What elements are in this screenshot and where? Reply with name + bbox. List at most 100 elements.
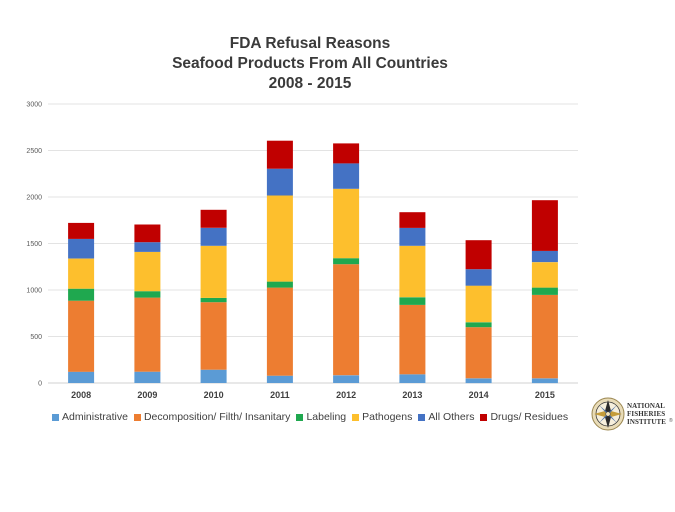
bar-segment-pathogens-2010 xyxy=(200,245,227,298)
legend-item: Drugs/ Residues xyxy=(480,411,568,423)
logo-line-fisheries: FISHERIES xyxy=(627,410,666,418)
registered-mark: ® xyxy=(669,418,673,424)
bar-segment-pathogens-2011 xyxy=(266,195,293,282)
bar-segment-all-others-2010 xyxy=(200,227,227,246)
gridlines xyxy=(48,103,578,384)
bar-segment-administrative-2010 xyxy=(200,369,227,383)
bar-segment-drugs-residues-2012 xyxy=(333,143,360,164)
bar-stack-2011 xyxy=(266,140,293,383)
bar-segment-administrative-2014 xyxy=(465,378,492,384)
bar-segment-labeling-2009 xyxy=(134,291,161,298)
compass-rose-icon xyxy=(591,397,625,431)
bar-segment-administrative-2013 xyxy=(399,374,426,383)
bar-segment-drugs-residues-2010 xyxy=(200,209,227,228)
legend-label: Administrative xyxy=(62,411,128,423)
bar-segment-administrative-2011 xyxy=(266,375,293,383)
legend-swatch xyxy=(352,413,360,421)
bar-segment-pathogens-2014 xyxy=(465,285,492,323)
y-tick-label: 1000 xyxy=(26,288,42,295)
legend-swatch xyxy=(296,413,304,421)
legend-item: All Others xyxy=(418,411,474,423)
y-tick-label: 2500 xyxy=(26,148,42,155)
bar-segment-decomposition-filth-insanitary-2012 xyxy=(333,264,360,376)
bar-segment-pathogens-2013 xyxy=(399,245,426,298)
chart-title: FDA Refusal Reasons xyxy=(229,35,391,52)
x-tick-label: 2010 xyxy=(204,390,224,400)
bar-segment-administrative-2009 xyxy=(134,371,161,383)
bar-stack-2010 xyxy=(200,209,227,383)
bar-segment-drugs-residues-2014 xyxy=(465,240,492,270)
x-tick-label: 2009 xyxy=(137,390,157,400)
x-tick-label: 2011 xyxy=(270,390,290,400)
x-tick-label: 2008 xyxy=(71,390,91,400)
bar-segment-decomposition-filth-insanitary-2014 xyxy=(465,327,492,379)
y-tick-label: 500 xyxy=(30,334,42,341)
legend-swatch xyxy=(52,413,59,421)
legend-item: Labeling xyxy=(296,411,346,423)
bar-stack-2009 xyxy=(134,224,161,383)
bar-segment-all-others-2014 xyxy=(465,269,492,286)
bar-segment-labeling-2011 xyxy=(266,281,293,288)
bar-segment-labeling-2010 xyxy=(200,297,227,303)
x-axis-ticks: 2008 2009 2010 2011 2012 2013 2014 2015 xyxy=(71,390,555,400)
bar-segment-all-others-2012 xyxy=(333,163,360,189)
x-tick-label: 2014 xyxy=(469,390,489,400)
bar-segment-all-others-2011 xyxy=(266,168,293,196)
bar-segment-drugs-residues-2009 xyxy=(134,224,161,243)
chart-subtitle: Seafood Products From All Countries xyxy=(172,55,448,72)
legend-item: Administrative xyxy=(52,411,128,423)
legend-item: Pathogens xyxy=(352,411,412,423)
legend-label: All Others xyxy=(428,411,475,423)
chart-title-block: FDA Refusal Reasons Seafood Products Fro… xyxy=(110,34,510,94)
bar-segment-decomposition-filth-insanitary-2009 xyxy=(134,297,161,372)
bar-segment-labeling-2013 xyxy=(399,297,426,305)
chart-date-range: 2008 - 2015 xyxy=(268,75,352,92)
bar-stack-2008 xyxy=(68,222,95,383)
y-tick-label: 0 xyxy=(38,381,42,388)
bar-segment-labeling-2012 xyxy=(333,258,360,265)
legend-label: Pathogens xyxy=(362,411,413,423)
logo-line-national: NATIONAL xyxy=(627,402,666,410)
y-tick-label: 1500 xyxy=(26,241,42,248)
logo-text: NATIONAL FISHERIES INSTITUTE xyxy=(627,402,666,426)
bar-segment-pathogens-2015 xyxy=(531,262,558,288)
bar-segment-drugs-residues-2011 xyxy=(266,140,293,169)
bar-segment-administrative-2008 xyxy=(68,371,95,383)
x-tick-label: 2013 xyxy=(402,390,422,400)
bar-segment-administrative-2015 xyxy=(531,378,558,384)
bar-segment-drugs-residues-2013 xyxy=(399,212,426,228)
bar-segment-decomposition-filth-insanitary-2008 xyxy=(68,300,95,372)
bar-segment-labeling-2014 xyxy=(465,322,492,328)
bar-stack-2012 xyxy=(333,143,360,383)
legend-swatch xyxy=(480,413,488,421)
bar-stack-2014 xyxy=(465,240,492,384)
bar-segment-decomposition-filth-insanitary-2010 xyxy=(200,302,227,370)
x-tick-label: 2012 xyxy=(336,390,356,400)
bar-segment-decomposition-filth-insanitary-2013 xyxy=(399,304,426,375)
nfi-logo: NATIONAL FISHERIES INSTITUTE ® xyxy=(590,393,675,435)
bar-segment-pathogens-2008 xyxy=(68,258,95,289)
bar-stack-2013 xyxy=(399,212,426,383)
bar-segment-drugs-residues-2015 xyxy=(531,200,558,251)
bar-segment-decomposition-filth-insanitary-2011 xyxy=(266,287,293,376)
legend: Administrative Decomposition/ Filth/ Insa… xyxy=(52,411,568,423)
bars xyxy=(68,140,558,384)
y-tick-label: 2000 xyxy=(26,195,42,202)
bar-segment-decomposition-filth-insanitary-2015 xyxy=(531,294,558,379)
bar-segment-all-others-2009 xyxy=(134,242,161,252)
y-axis-ticks: 0 500 1000 1500 2000 2500 3000 xyxy=(26,102,42,388)
bar-segment-labeling-2008 xyxy=(68,288,95,301)
bar-segment-pathogens-2009 xyxy=(134,251,161,292)
y-tick-label: 3000 xyxy=(26,102,42,109)
logo-line-institute: INSTITUTE xyxy=(627,418,667,426)
bar-segment-administrative-2012 xyxy=(333,375,360,383)
bar-segment-pathogens-2012 xyxy=(333,188,360,259)
legend-item: Decomposition/ Filth/ Insanitary xyxy=(133,411,290,423)
bar-stack-2015 xyxy=(531,200,558,384)
bar-segment-all-others-2015 xyxy=(531,250,558,263)
bar-segment-all-others-2013 xyxy=(399,227,426,246)
legend-swatch xyxy=(418,413,426,421)
bar-segment-labeling-2015 xyxy=(531,287,558,295)
legend-label: Labeling xyxy=(306,411,347,423)
